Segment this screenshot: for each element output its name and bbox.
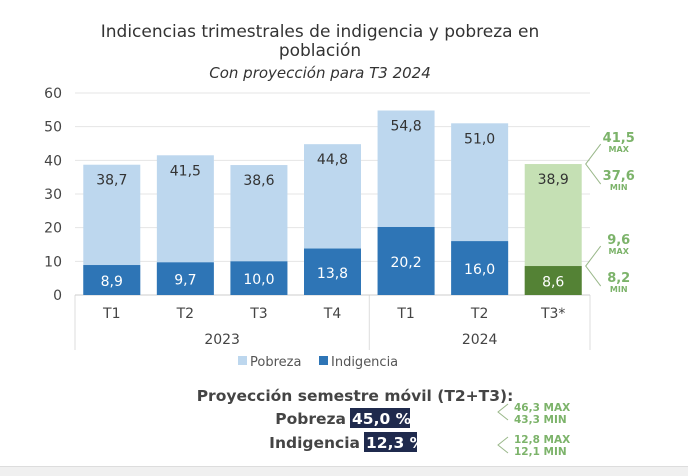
summary: Proyección semestre móvil (T2+T3): Pobre… (197, 387, 571, 458)
range-bracket-icon (585, 245, 602, 287)
data-label: 8,9 (101, 274, 123, 290)
range-max-label: MAX (609, 145, 630, 154)
x-group-label: 2023 (204, 332, 240, 348)
x-tick-label: T3* (540, 306, 565, 322)
data-label: 8,6 (542, 275, 564, 291)
x-tick-label: T1 (102, 306, 120, 322)
data-label: 20,2 (390, 255, 421, 271)
data-label: 44,8 (317, 152, 348, 168)
range-min-value: 37,6 (603, 169, 635, 184)
chart-title-line2: población (279, 41, 361, 61)
summary-pobreza-label: Pobreza (275, 410, 346, 428)
x-tick-label: T2 (470, 306, 488, 322)
bar-indigencia (304, 248, 361, 295)
range-bracket-icon (585, 143, 602, 185)
y-tick-label: 10 (44, 254, 62, 270)
y-tick-label: 40 (44, 153, 62, 169)
range-min-value: 8,2 (607, 271, 630, 286)
chart-subtitle: Con proyección para T3 2024 (209, 64, 431, 82)
legend-pobreza: Pobreza (250, 355, 301, 370)
legend-swatch-pobreza (238, 356, 247, 365)
bar-indigencia (230, 261, 288, 295)
summary-indigencia-min: 12,1 MIN (514, 446, 567, 458)
data-label: 9,7 (174, 273, 196, 289)
x-tick-label: T2 (176, 306, 194, 322)
y-tick-label: 60 (44, 86, 62, 102)
y-tick-label: 20 (44, 221, 62, 237)
y-tick-label: 0 (53, 288, 62, 304)
summary-heading: Proyección semestre móvil (T2+T3): (197, 387, 514, 405)
data-label: 38,6 (243, 173, 274, 189)
data-label: 38,7 (96, 173, 127, 189)
bottom-strip (0, 466, 688, 476)
bracket-icon (497, 436, 509, 454)
data-label: 38,9 (538, 172, 569, 188)
summary-indigencia-label: Indigencia (269, 434, 360, 452)
summary-indigencia-value: 12,3 % (366, 434, 426, 452)
bracket-icon (497, 403, 509, 421)
range-max-value: 9,6 (607, 233, 630, 248)
x-group-label: 2024 (462, 332, 498, 348)
summary-pobreza-max: 46,3 MAX (514, 402, 570, 414)
legend-indigencia: Indigencia (331, 355, 398, 370)
range-max-value: 41,5 (603, 131, 635, 146)
data-label: 54,8 (390, 119, 421, 135)
data-label: 13,8 (317, 266, 348, 282)
bar-indigencia (377, 226, 435, 295)
range-max-label: MAX (609, 247, 630, 256)
x-tick-label: T4 (323, 306, 342, 322)
data-label: 51,0 (464, 131, 495, 147)
summary-pobreza-value: 45,0 % (352, 410, 412, 428)
data-label: 41,5 (170, 163, 201, 179)
bar-indigencia (83, 265, 141, 295)
bar-indigencia (156, 262, 214, 295)
data-label: 10,0 (243, 272, 274, 288)
range-min-label: MIN (610, 285, 628, 294)
legend: Pobreza Indigencia (238, 355, 398, 370)
x-tick-label: T3 (249, 306, 267, 322)
bar-indigencia (451, 241, 509, 295)
x-tick-label: T1 (396, 306, 414, 322)
bar-indigencia (524, 266, 582, 295)
chart-title: Indicencias trimestrales de indigencia y… (101, 22, 539, 42)
y-tick-label: 30 (44, 187, 62, 203)
range-min-label: MIN (610, 183, 628, 192)
legend-swatch-indigencia (319, 356, 328, 365)
y-tick-label: 50 (44, 120, 62, 136)
summary-indigencia-max: 12,8 MAX (514, 434, 570, 446)
data-label: 16,0 (464, 262, 495, 278)
summary-pobreza-min: 43,3 MIN (514, 414, 567, 426)
